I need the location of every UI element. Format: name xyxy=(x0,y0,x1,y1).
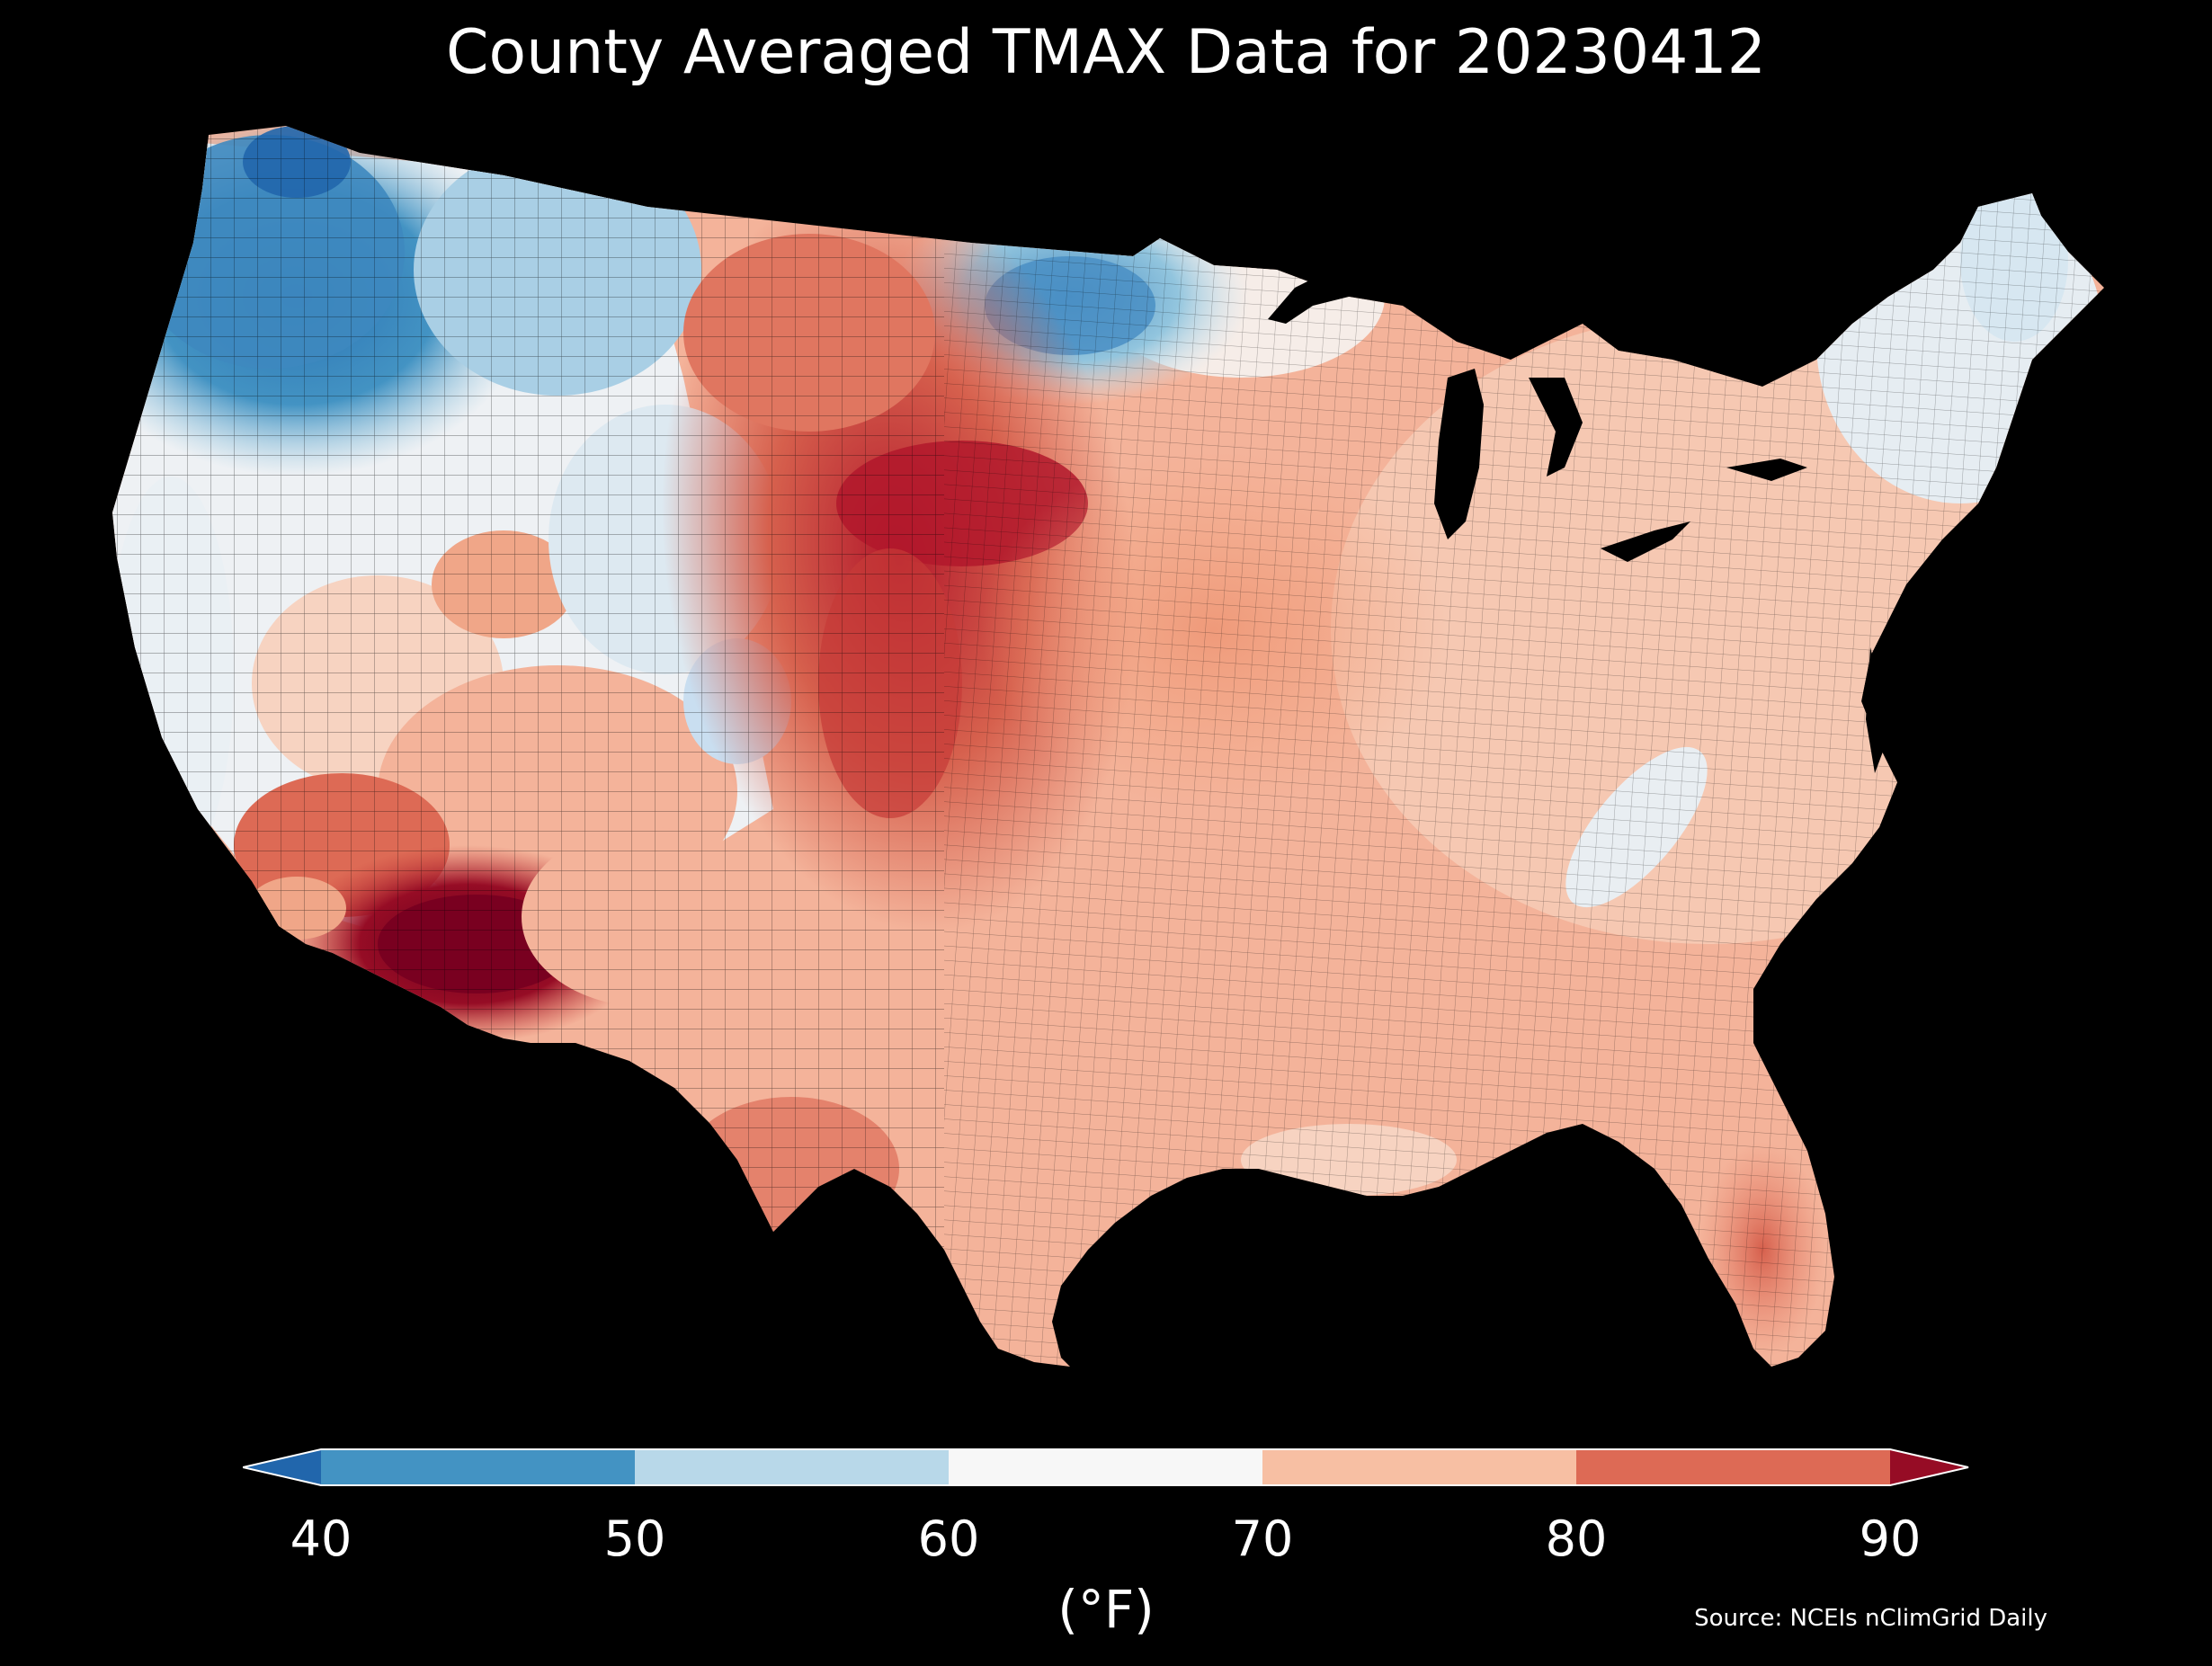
lake-superior xyxy=(1268,270,1367,324)
lake-huron xyxy=(1529,378,1583,477)
colorbar-tick-50: 50 xyxy=(603,1510,666,1567)
colorbar-tick-60: 60 xyxy=(917,1510,980,1567)
colorbar-extend-low xyxy=(243,1449,321,1485)
colorbar-bin-60-70 xyxy=(949,1449,1262,1485)
colorbar-bin-70-80 xyxy=(1262,1449,1576,1485)
colorbar-bin-50-60 xyxy=(635,1449,949,1485)
colorbar-bin-80-90 xyxy=(1576,1449,1890,1485)
colorbar-outline xyxy=(243,1448,1969,1486)
county-lines-east xyxy=(944,126,2104,1367)
colorbar-tick-70: 70 xyxy=(1231,1510,1294,1567)
lake-michigan xyxy=(1434,369,1484,539)
colorbar-bin-40-50 xyxy=(321,1449,635,1485)
colorbar-tick-80: 80 xyxy=(1545,1510,1608,1567)
colorbar-unit-label: (°F) xyxy=(1057,1579,1155,1640)
lake-erie xyxy=(1601,521,1690,562)
colorbar xyxy=(243,1448,1969,1486)
colorbar-extend-high xyxy=(1890,1449,1968,1485)
county-lines-west xyxy=(112,126,944,1367)
source-credit: Source: NCEIs nClimGrid Daily xyxy=(1694,1605,2047,1632)
colorbar-tick-90: 90 xyxy=(1859,1510,1922,1567)
map-title: County Averaged TMAX Data for 20230412 xyxy=(446,17,1766,88)
lake-ontario xyxy=(1726,459,1807,481)
colorbar-tick-40: 40 xyxy=(290,1510,352,1567)
chesapeake-bay xyxy=(1866,647,1888,773)
choropleth-map xyxy=(112,126,2104,1367)
